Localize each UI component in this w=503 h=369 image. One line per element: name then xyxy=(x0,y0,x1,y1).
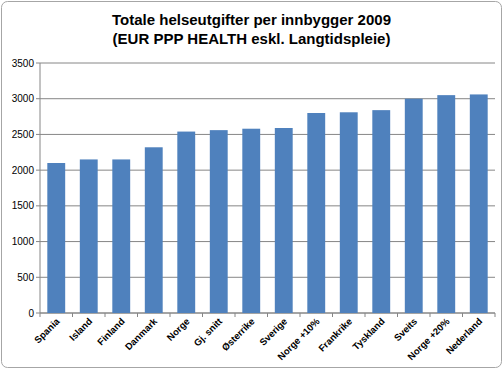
x-tick xyxy=(267,313,268,317)
x-tick xyxy=(72,313,73,317)
x-tick-label: Norge +20% xyxy=(405,315,452,362)
x-tick xyxy=(235,313,236,317)
y-tick xyxy=(36,170,40,171)
bar xyxy=(405,99,423,313)
y-tick-label: 3500 xyxy=(12,58,35,69)
x-tick-label: Norge xyxy=(164,316,191,343)
x-tick xyxy=(105,313,106,317)
grid-line xyxy=(40,63,495,64)
y-tick-label: 1500 xyxy=(12,200,35,211)
grid-line xyxy=(40,98,495,99)
x-tick-label: Tyskland xyxy=(350,316,387,353)
bar xyxy=(242,129,260,313)
bar xyxy=(340,112,358,313)
x-tick xyxy=(462,313,463,317)
y-tick xyxy=(36,134,40,135)
bar xyxy=(47,163,65,313)
bar xyxy=(275,128,293,313)
chart-root: Totale helseutgifter per innbygger 2009 (… xyxy=(0,0,503,369)
y-tick-label: 0 xyxy=(28,308,34,319)
y-tick xyxy=(36,313,40,314)
x-tick xyxy=(202,313,203,317)
x-tick-label: Finland xyxy=(95,316,127,348)
bar xyxy=(470,94,488,313)
chart-frame xyxy=(2,2,502,368)
grid-line xyxy=(40,170,495,171)
x-tick-label: Frankrike xyxy=(316,316,354,354)
x-tick-label: Norge +10% xyxy=(275,315,322,362)
x-tick xyxy=(495,313,496,317)
x-tick xyxy=(137,313,138,317)
y-tick-label: 3000 xyxy=(12,93,35,104)
x-tick xyxy=(40,313,41,317)
grid-line xyxy=(40,241,495,242)
x-tick xyxy=(397,313,398,317)
x-tick xyxy=(332,313,333,317)
x-tick-label: Østerrike xyxy=(219,316,256,353)
x-tick xyxy=(365,313,366,317)
bars xyxy=(47,94,487,313)
x-tick-label: Nederland xyxy=(444,316,485,357)
y-tick-label: 2500 xyxy=(12,129,35,140)
y-tick xyxy=(36,63,40,64)
y-tick xyxy=(36,98,40,99)
grid-line xyxy=(40,134,495,135)
y-axis xyxy=(40,63,41,313)
bar xyxy=(80,159,98,313)
y-tick-label: 2000 xyxy=(12,165,35,176)
x-tick-label: Danmark xyxy=(123,315,160,352)
x-tick-label: Spania xyxy=(32,315,62,345)
x-tick xyxy=(430,313,431,317)
y-tick-label: 500 xyxy=(17,272,34,283)
grid-line xyxy=(40,205,495,206)
y-tick-label: 1000 xyxy=(12,236,35,247)
bar xyxy=(210,130,228,313)
bar xyxy=(177,132,195,313)
bar xyxy=(112,159,130,313)
x-tick-label: Sverige xyxy=(257,316,289,348)
x-tick-label: Sveits xyxy=(392,316,420,344)
x-tick xyxy=(170,313,171,317)
y-tick xyxy=(36,241,40,242)
bar xyxy=(437,95,455,313)
grid-line xyxy=(40,277,495,278)
bar xyxy=(372,110,390,313)
x-tick-label: Island xyxy=(67,315,94,342)
y-tick xyxy=(36,277,40,278)
y-tick xyxy=(36,205,40,206)
x-tick xyxy=(300,313,301,317)
title: Totale helseutgifter per innbygger 2009 xyxy=(112,11,391,28)
bar xyxy=(145,147,163,313)
subtitle: (EUR PPP HEALTH eskl. Langtidspleie) xyxy=(113,30,391,47)
chart-svg: Totale helseutgifter per innbygger 2009 (… xyxy=(0,0,503,369)
bar xyxy=(307,113,325,313)
